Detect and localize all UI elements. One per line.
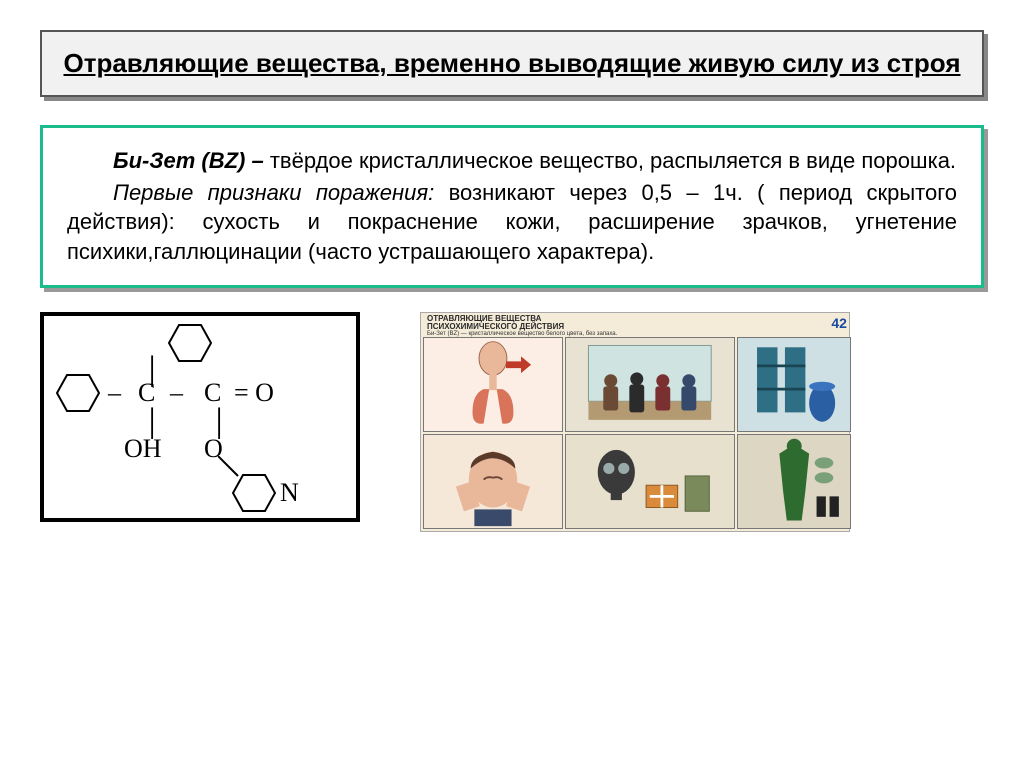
chem-c2: C xyxy=(204,378,221,408)
lead-term: Би-Зет (BZ) – xyxy=(113,148,270,173)
poster-number: 42 xyxy=(831,315,847,331)
chem-bond: │ xyxy=(143,356,161,386)
poster-cell-gasmask xyxy=(565,434,735,529)
bottom-row: – C – C = O │ │ │ OH O N ОТРАВЛЯЮЩИЕ ВЕЩ… xyxy=(40,312,984,532)
para1-text: твёрдое кристаллическое вещество, распыл… xyxy=(270,148,956,173)
poster-cell-headache xyxy=(423,434,563,529)
chem-oh: OH xyxy=(124,434,162,464)
chem-eq-o: = O xyxy=(234,378,274,408)
poster-cell-equipment xyxy=(737,337,851,432)
poster-cell-respiratory xyxy=(423,337,563,432)
paragraph-1: Би-Зет (BZ) – твёрдое кристаллическое ве… xyxy=(67,146,957,176)
page-title: Отравляющие вещества, временно выводящие… xyxy=(63,48,960,78)
chem-bond-diagonal xyxy=(218,456,242,480)
content-box: Би-Зет (BZ) – твёрдое кристаллическое ве… xyxy=(40,125,984,288)
poster-illustration: ОТРАВЛЯЮЩИЕ ВЕЩЕСТВА ПСИХОХИМИЧЕСКОГО ДЕ… xyxy=(420,312,850,532)
symptoms-lead: Первые признаки поражения: xyxy=(113,180,434,205)
title-box: Отравляющие вещества, временно выводящие… xyxy=(40,30,984,97)
chem-dash: – xyxy=(108,378,121,408)
paragraph-2: Первые признаки поражения: возникают чер… xyxy=(67,178,957,267)
chemical-structure: – C – C = O │ │ │ OH O N xyxy=(40,312,360,522)
poster-title-2: ПСИХОХИМИЧЕСКОГО ДЕЙСТВИЯ xyxy=(427,323,617,331)
chem-n: N xyxy=(280,478,299,508)
poster-cell-people xyxy=(565,337,735,432)
benzene-ring-icon xyxy=(168,324,212,362)
benzene-ring-icon xyxy=(56,374,100,412)
poster-cell-suit xyxy=(737,434,851,529)
chem-dash: – xyxy=(170,378,183,408)
poster-header: ОТРАВЛЯЮЩИЕ ВЕЩЕСТВА ПСИХОХИМИЧЕСКОГО ДЕ… xyxy=(423,315,851,335)
